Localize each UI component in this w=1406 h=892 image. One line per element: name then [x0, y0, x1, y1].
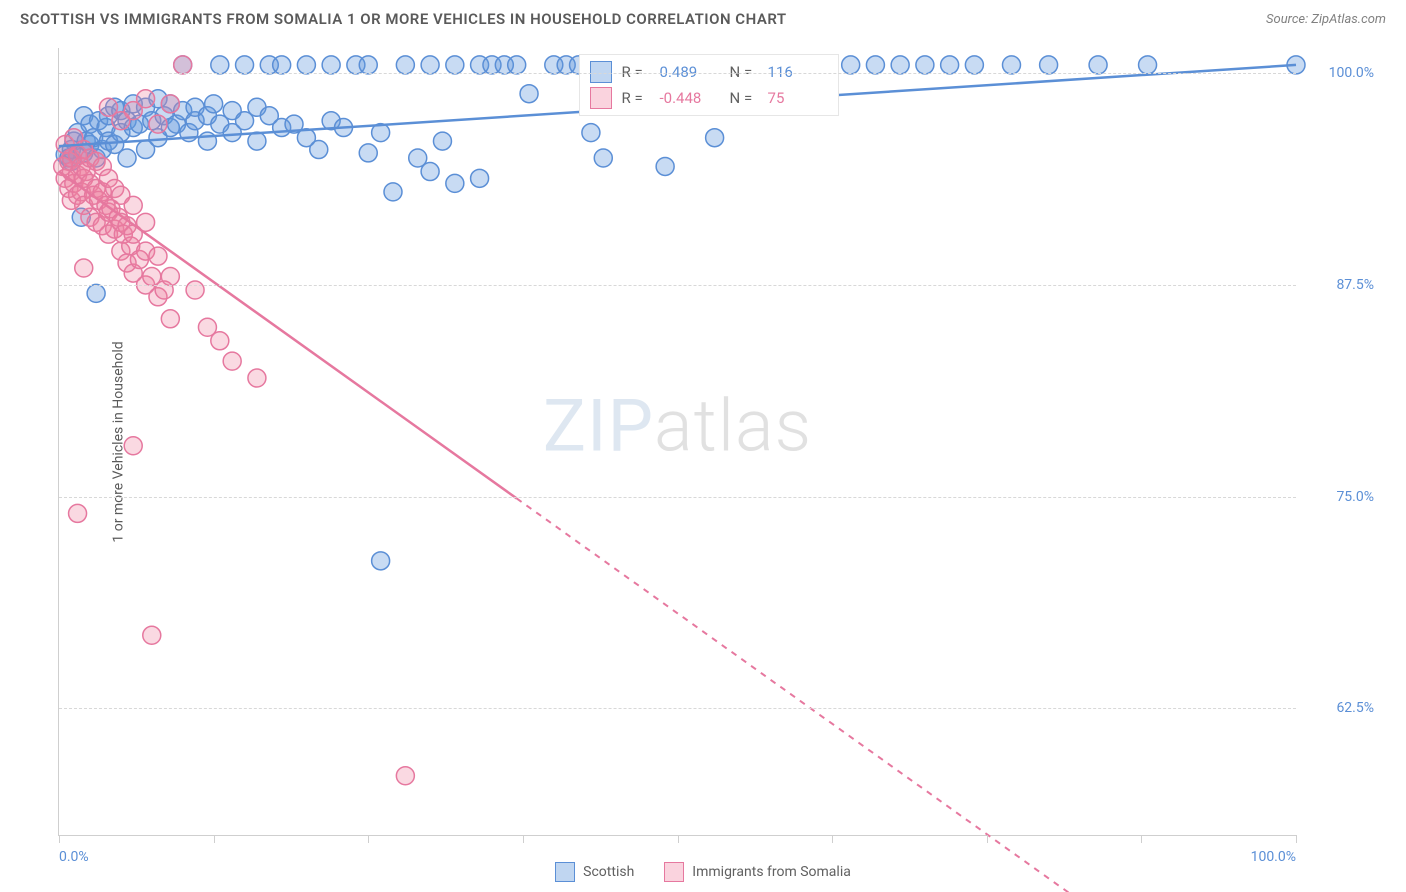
- data-point: [941, 56, 959, 74]
- data-point: [446, 174, 464, 192]
- y-tick-label: 75.0%: [1306, 489, 1374, 505]
- x-tick: [523, 835, 524, 843]
- data-point: [1089, 56, 1107, 74]
- legend-item-scottish: Scottish: [555, 862, 634, 882]
- gridline: [59, 497, 1296, 498]
- data-point: [69, 504, 87, 522]
- data-point: [310, 141, 328, 159]
- stats-r-label: R =: [622, 89, 650, 107]
- data-point: [161, 310, 179, 328]
- x-tick: [368, 835, 369, 843]
- data-point: [582, 124, 600, 142]
- data-point: [433, 132, 451, 150]
- x-tick: [1141, 835, 1142, 843]
- data-point: [161, 95, 179, 113]
- stats-row-somalia: R = -0.448 N = 75: [590, 85, 828, 111]
- data-point: [842, 56, 860, 74]
- source-attribution: Source: ZipAtlas.com: [1266, 12, 1386, 27]
- data-point: [446, 56, 464, 74]
- data-point: [916, 56, 934, 74]
- data-point: [421, 163, 439, 181]
- data-point: [137, 90, 155, 108]
- stats-r-label: R =: [622, 63, 650, 81]
- data-point: [211, 332, 229, 350]
- data-point: [143, 626, 161, 644]
- trend-line-extrapolated: [517, 498, 1296, 892]
- legend-bottom: Scottish Immigrants from Somalia: [0, 862, 1406, 882]
- data-point: [359, 56, 377, 74]
- data-point: [372, 552, 390, 570]
- data-point: [656, 157, 674, 175]
- stats-n-label: N =: [730, 63, 758, 81]
- data-point: [186, 281, 204, 299]
- gridline: [59, 73, 1296, 74]
- chart-header: SCOTTISH VS IMMIGRANTS FROM SOMALIA 1 OR…: [0, 0, 1406, 36]
- data-point: [223, 352, 241, 370]
- legend-label: Immigrants from Somalia: [692, 864, 851, 880]
- swatch-icon: [664, 862, 684, 882]
- data-point: [891, 56, 909, 74]
- data-point: [211, 56, 229, 74]
- x-tick: [678, 835, 679, 843]
- x-tick: [1296, 835, 1297, 843]
- x-tick: [214, 835, 215, 843]
- data-point: [149, 247, 167, 265]
- data-point: [124, 437, 142, 455]
- stats-n-label: N =: [730, 89, 758, 107]
- data-point: [508, 56, 526, 74]
- legend-label: Scottish: [583, 864, 634, 880]
- data-point: [236, 56, 254, 74]
- data-point: [965, 56, 983, 74]
- gridline: [59, 285, 1296, 286]
- chart-title: SCOTTISH VS IMMIGRANTS FROM SOMALIA 1 OR…: [20, 10, 787, 28]
- stats-legend-box: R = 0.489 N = 116 R = -0.448 N = 75: [579, 54, 839, 116]
- data-point: [520, 85, 538, 103]
- y-tick-label: 87.5%: [1306, 277, 1374, 293]
- chart-container: 1 or more Vehicles in Household ZIPatlas…: [58, 48, 1386, 836]
- data-point: [1040, 56, 1058, 74]
- data-point: [396, 56, 414, 74]
- stats-r-value: 0.489: [660, 63, 720, 81]
- data-point: [205, 95, 223, 113]
- gridline: [59, 708, 1296, 709]
- data-point: [421, 56, 439, 74]
- y-tick-label: 62.5%: [1306, 700, 1374, 716]
- data-point: [594, 149, 612, 167]
- data-point: [248, 369, 266, 387]
- data-point: [471, 169, 489, 187]
- data-point: [118, 149, 136, 167]
- data-point: [297, 56, 315, 74]
- data-point: [149, 115, 167, 133]
- data-point: [706, 129, 724, 147]
- data-point: [1139, 56, 1157, 74]
- x-tick: [59, 835, 60, 843]
- data-point: [384, 183, 402, 201]
- stats-n-value: 116: [768, 63, 828, 81]
- data-point: [124, 196, 142, 214]
- data-point: [359, 144, 377, 162]
- stats-row-scottish: R = 0.489 N = 116: [590, 59, 828, 85]
- swatch-icon: [590, 87, 612, 109]
- data-point: [87, 284, 105, 302]
- scatter-plot-svg: [59, 48, 1296, 835]
- plot-area: ZIPatlas R = 0.489 N = 116 R = -0.448 N …: [58, 48, 1296, 836]
- data-point: [161, 267, 179, 285]
- stats-r-value: -0.448: [660, 89, 720, 107]
- data-point: [322, 56, 340, 74]
- stats-n-value: 75: [768, 89, 828, 107]
- data-point: [396, 767, 414, 785]
- data-point: [866, 56, 884, 74]
- x-tick: [987, 835, 988, 843]
- data-point: [1002, 56, 1020, 74]
- data-point: [174, 56, 192, 74]
- x-tick: [832, 835, 833, 843]
- swatch-icon: [555, 862, 575, 882]
- legend-item-somalia: Immigrants from Somalia: [664, 862, 851, 882]
- data-point: [273, 56, 291, 74]
- swatch-icon: [590, 61, 612, 83]
- data-point: [75, 259, 93, 277]
- y-tick-label: 100.0%: [1306, 65, 1374, 81]
